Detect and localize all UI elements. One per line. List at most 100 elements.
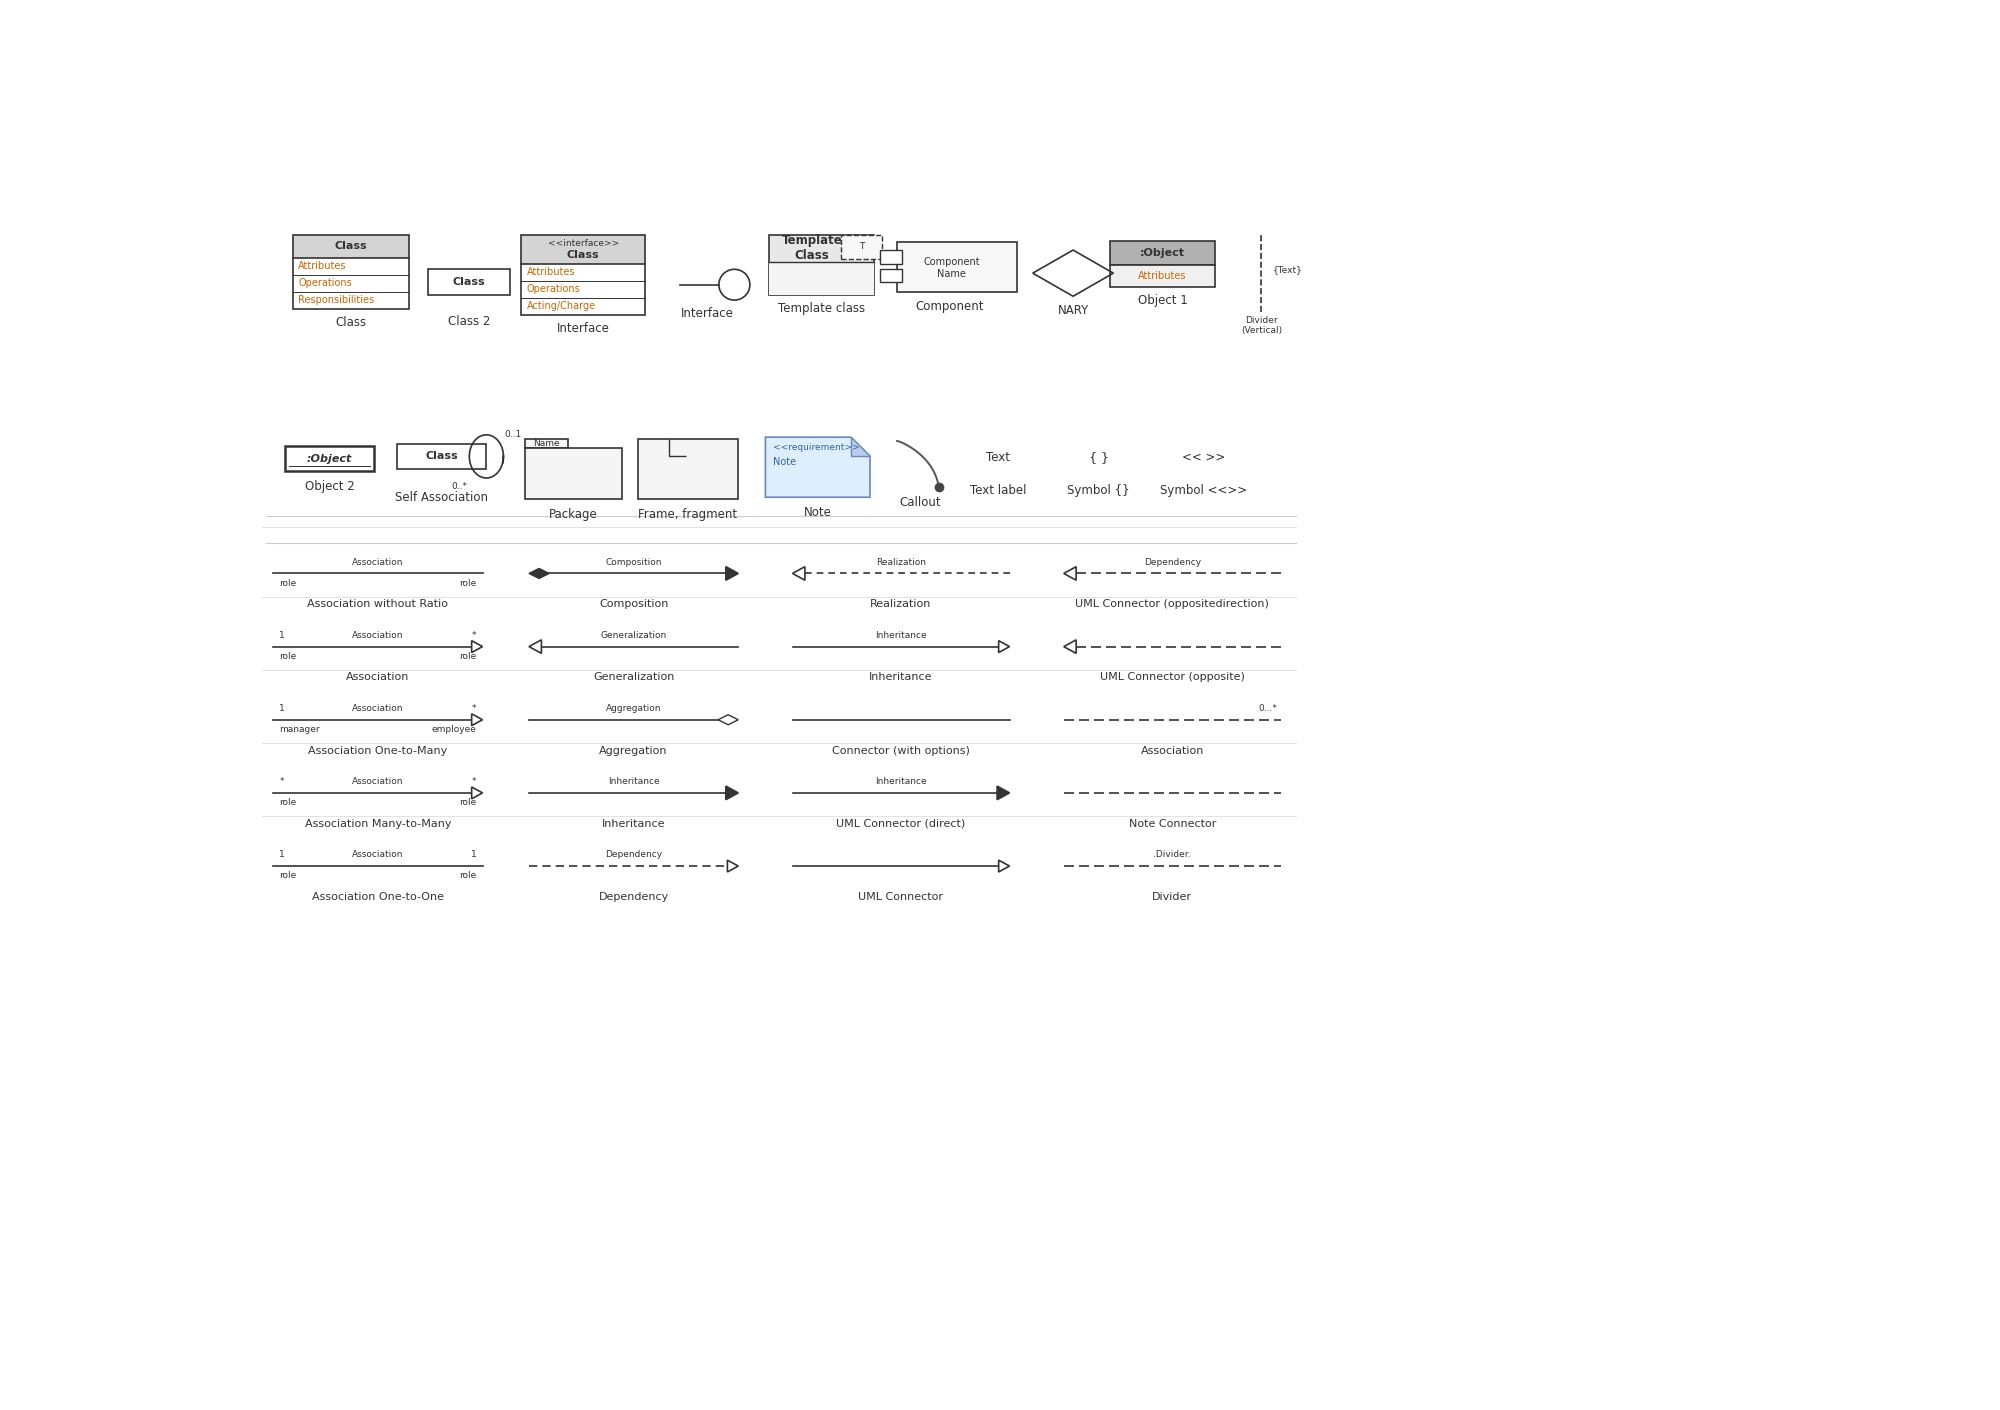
Text: Object 1: Object 1 (1138, 295, 1188, 307)
Polygon shape (472, 713, 482, 726)
Text: Inheritance: Inheritance (608, 777, 660, 785)
Text: *: * (472, 704, 476, 713)
Bar (428, 269, 510, 295)
Polygon shape (998, 860, 1010, 871)
Text: Association: Association (1140, 746, 1204, 756)
Text: T: T (858, 243, 864, 251)
Polygon shape (472, 787, 482, 799)
Text: Inheritance: Inheritance (602, 819, 666, 829)
Text: 0..1: 0..1 (504, 430, 522, 440)
Text: Association Many-to-Many: Association Many-to-Many (304, 819, 452, 829)
Text: Realization: Realization (870, 599, 932, 609)
Text: Template
Class: Template Class (782, 234, 842, 262)
Text: Composition: Composition (598, 599, 668, 609)
Text: 0...*: 0...* (1258, 704, 1276, 713)
Text: :Object: :Object (1140, 248, 1186, 258)
Bar (842, 234, 882, 259)
Text: { }: { } (1088, 451, 1108, 464)
Bar (398, 444, 486, 468)
Text: Generalization: Generalization (592, 673, 674, 682)
Text: Dependency: Dependency (606, 850, 662, 859)
Text: Attributes: Attributes (526, 268, 576, 278)
Text: UML Connector (oppositedirection): UML Connector (oppositedirection) (1076, 599, 1270, 609)
Text: Class: Class (334, 241, 368, 251)
Text: Text label: Text label (970, 484, 1026, 496)
Text: Divider
(Vertical): Divider (Vertical) (1240, 316, 1282, 336)
Text: Operations: Operations (526, 285, 580, 295)
Polygon shape (766, 437, 870, 498)
Text: role: role (460, 871, 476, 880)
Text: Template class: Template class (778, 302, 866, 314)
Text: Association: Association (352, 630, 404, 640)
FancyBboxPatch shape (522, 234, 646, 264)
Text: Symbol <<>>: Symbol <<>> (1160, 484, 1246, 496)
Text: Object 2: Object 2 (304, 479, 354, 493)
Text: employee: employee (432, 725, 476, 735)
Text: Association: Association (352, 704, 404, 713)
Text: NARY: NARY (1058, 303, 1088, 317)
Bar (522, 234, 646, 314)
Text: role: role (460, 798, 476, 808)
Text: Class: Class (426, 451, 458, 461)
Text: Note: Note (804, 506, 832, 519)
Polygon shape (528, 568, 550, 578)
Text: Aggregation: Aggregation (600, 746, 668, 756)
Text: Component: Component (916, 300, 984, 313)
Text: role: role (280, 871, 296, 880)
Text: Note: Note (774, 457, 796, 467)
Text: UML Connector (direct): UML Connector (direct) (836, 819, 966, 829)
Text: Divider: Divider (1152, 893, 1192, 902)
Bar (770, 262, 874, 295)
Text: Class: Class (566, 251, 600, 261)
Text: Acting/Charge: Acting/Charge (526, 302, 596, 312)
Text: 1: 1 (470, 850, 476, 859)
Text: Operations: Operations (298, 278, 352, 288)
Text: UML Connector: UML Connector (858, 893, 944, 902)
Text: Association One-to-One: Association One-to-One (312, 893, 444, 902)
Text: Generalization: Generalization (600, 630, 666, 640)
Bar (880, 268, 902, 282)
Text: Association One-to-Many: Association One-to-Many (308, 746, 448, 756)
Text: Responsibilities: Responsibilities (298, 295, 374, 305)
Polygon shape (718, 715, 738, 725)
Text: Connector (with options): Connector (with options) (832, 746, 970, 756)
Polygon shape (1064, 567, 1076, 581)
FancyBboxPatch shape (292, 234, 408, 258)
Text: Dependency: Dependency (1144, 557, 1200, 567)
Bar (638, 439, 738, 499)
Text: .Divider.: .Divider. (1154, 850, 1192, 859)
Text: Attributes: Attributes (298, 261, 346, 271)
Polygon shape (728, 860, 738, 871)
Text: Association: Association (352, 557, 404, 567)
Text: Note Connector: Note Connector (1128, 819, 1216, 829)
Text: Inheritance: Inheritance (870, 673, 932, 682)
Text: Realization: Realization (876, 557, 926, 567)
Text: Composition: Composition (606, 557, 662, 567)
Text: Frame, fragment: Frame, fragment (638, 508, 738, 520)
Text: role: role (280, 798, 296, 808)
Bar (1110, 265, 1214, 288)
Text: Inheritance: Inheritance (876, 777, 926, 785)
Text: <<requirement>>: <<requirement>> (774, 443, 860, 453)
Polygon shape (1064, 640, 1076, 653)
Text: Association: Association (346, 673, 410, 682)
Text: Association: Association (352, 777, 404, 785)
Text: Self Association: Self Association (396, 492, 488, 505)
Text: Name: Name (534, 439, 560, 448)
Bar (770, 234, 874, 295)
Text: Association without Ratio: Association without Ratio (308, 599, 448, 609)
Bar (284, 447, 374, 471)
Text: Text: Text (986, 451, 1010, 464)
Text: 1: 1 (280, 630, 286, 640)
Bar (292, 234, 408, 309)
Text: Class 2: Class 2 (448, 316, 490, 329)
Text: Class: Class (336, 316, 366, 329)
Polygon shape (792, 567, 804, 581)
Polygon shape (850, 437, 870, 457)
Text: Interface: Interface (556, 321, 610, 336)
Text: Aggregation: Aggregation (606, 704, 662, 713)
Text: role: role (280, 580, 296, 588)
Text: {Text}: {Text} (1274, 265, 1302, 274)
Text: role: role (460, 651, 476, 661)
Polygon shape (472, 640, 482, 653)
